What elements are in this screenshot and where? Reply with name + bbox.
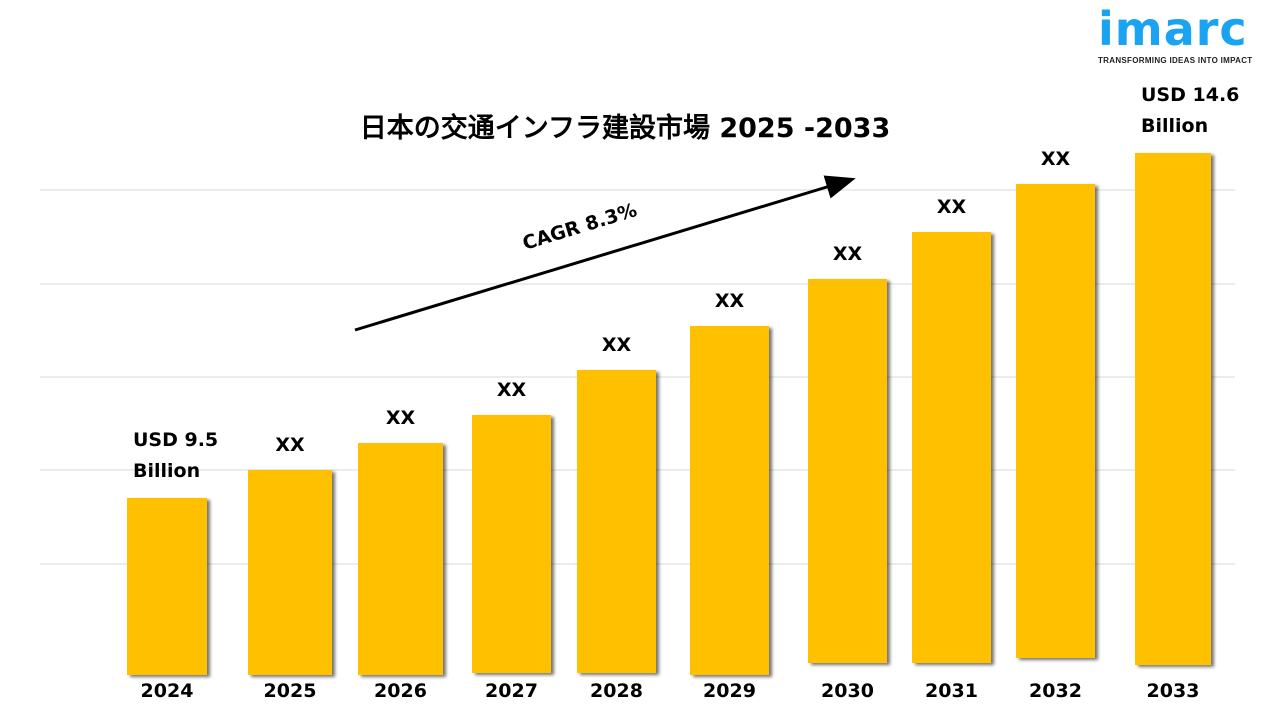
- x-tick-label: 2024: [141, 680, 194, 702]
- chart-title: 日本の交通インフラ建設市場 2025 -2033: [359, 113, 891, 144]
- data-label: XX: [1041, 148, 1071, 170]
- x-tick-label: 2033: [1147, 680, 1200, 702]
- data-label: XX: [937, 196, 967, 218]
- x-tick-label: 2025: [264, 680, 317, 702]
- data-label: XX: [602, 334, 632, 356]
- bar-2032: [1016, 184, 1095, 658]
- bar-2031: [912, 232, 991, 663]
- x-tick-label: 2031: [925, 680, 978, 702]
- data-label: USD 14.6 Billion: [1141, 84, 1239, 137]
- cagr-arrow: [354, 175, 856, 332]
- x-tick-label: 2029: [703, 680, 756, 702]
- bar-2026: [358, 443, 443, 675]
- x-tick-label: 2026: [374, 680, 427, 702]
- data-label: XX: [497, 379, 527, 401]
- x-tick-label: 2027: [485, 680, 538, 702]
- data-label: XX: [275, 434, 305, 456]
- x-tick-label: 2032: [1029, 680, 1082, 702]
- bar-2024: [127, 498, 207, 675]
- logo-word: imarc: [1098, 2, 1248, 56]
- data-label: XX: [386, 407, 416, 429]
- cagr-label: CAGR 8.3%: [520, 199, 639, 255]
- bar-2027: [472, 415, 551, 673]
- bar-2033: [1135, 153, 1211, 665]
- bar-2030: [808, 279, 887, 663]
- x-tick-label: 2030: [821, 680, 874, 702]
- bar-2025: [248, 470, 332, 675]
- logo-tagline: TRANSFORMING IDEAS INTO IMPACT: [1098, 56, 1253, 65]
- data-label: USD 9.5 Billion: [133, 429, 218, 482]
- bar-2028: [577, 370, 656, 673]
- data-label: XX: [715, 290, 745, 312]
- imarc-logo: imarc TRANSFORMING IDEAS INTO IMPACT: [1098, 4, 1258, 65]
- x-tick-label: 2028: [590, 680, 643, 702]
- data-label: XX: [833, 243, 863, 265]
- bar-2029: [690, 326, 769, 675]
